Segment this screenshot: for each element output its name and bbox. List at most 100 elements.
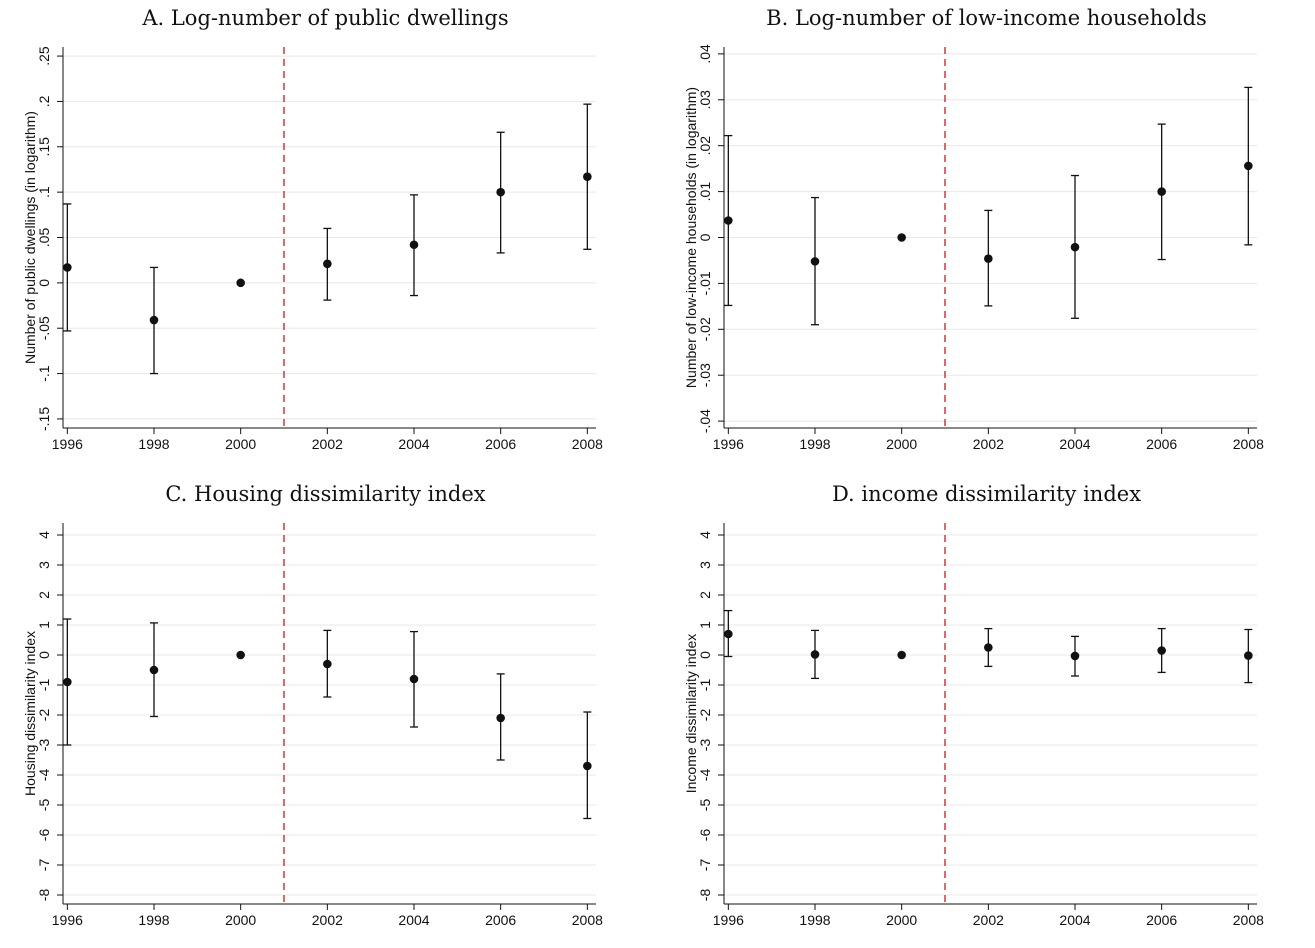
chart-title: C. Housing dissimilarity index <box>165 482 485 506</box>
y-tick-label: -1 <box>36 679 52 692</box>
y-tick-label: 1 <box>697 621 713 629</box>
y-tick-label: 0 <box>697 651 713 659</box>
x-tick-label: 2004 <box>1059 912 1090 928</box>
y-tick-label: -.05 <box>36 316 52 340</box>
chart-title: A. Log-number of public dwellings <box>141 6 508 30</box>
data-point <box>149 315 159 325</box>
data-point <box>984 643 993 652</box>
y-tick-label: 0 <box>697 233 713 241</box>
data-point <box>897 233 906 242</box>
y-tick-label: -2 <box>697 709 713 722</box>
data-point <box>409 240 419 250</box>
data-point <box>1070 651 1080 661</box>
y-tick-label: -5 <box>697 799 713 812</box>
y-tick-label: -.02 <box>697 317 713 341</box>
y-tick-label: 3 <box>36 561 52 569</box>
y-tick-label: 3 <box>697 561 713 569</box>
y-tick-label: -5 <box>36 799 52 812</box>
data-point <box>236 650 245 660</box>
data-point <box>1244 161 1253 171</box>
x-tick-label: 2006 <box>1146 912 1177 928</box>
x-tick-label: 2008 <box>572 912 603 928</box>
data-point <box>323 259 332 269</box>
x-tick-label: 2002 <box>973 436 1004 452</box>
x-tick-label: 2000 <box>886 912 917 928</box>
data-point <box>496 187 505 197</box>
y-tick-label: 1 <box>36 621 52 629</box>
y-tick-label: 4 <box>697 531 713 539</box>
y-tick-label: .15 <box>36 137 52 157</box>
x-tick-label: 2000 <box>225 436 256 452</box>
x-tick-label: 2002 <box>973 912 1004 928</box>
x-tick-label: 1996 <box>713 912 744 928</box>
y-tick-label: .01 <box>697 182 713 202</box>
chart-svg-a: A. Log-number of public dwellings .25 .2 .1… <box>22 6 603 452</box>
data-point <box>1157 187 1166 196</box>
x-tick-label: 2004 <box>398 912 429 928</box>
y-tick-label: -6 <box>36 829 52 842</box>
y-tick-label: 2 <box>697 591 713 599</box>
data-point <box>810 257 820 266</box>
y-tick-label: -.01 <box>697 271 713 295</box>
x-tick-label: 1998 <box>799 436 830 452</box>
chart-panel-c: C. Housing dissimilarity index 4 3 2 1 0 -1 -2 -… <box>0 476 654 948</box>
y-axis-label: Number of public dwellings (in logarithm… <box>22 111 38 364</box>
x-tick-label: 2008 <box>572 436 603 452</box>
data-point <box>1244 651 1253 660</box>
chart-svg-b: B. Log-number of low-income households .0… <box>683 6 1264 452</box>
y-tick-label: .1 <box>36 186 52 198</box>
data-point <box>583 761 592 771</box>
x-tick-label: 1996 <box>52 436 83 452</box>
data-point <box>810 650 820 659</box>
data-point <box>897 650 906 660</box>
y-tick-label: -6 <box>697 829 713 842</box>
chart-title: D. income dissimilarity index <box>832 482 1141 506</box>
data-point <box>323 659 332 669</box>
data-point <box>583 172 592 182</box>
data-point <box>496 713 505 723</box>
chart-svg-d: D. income dissimilarity index 4 3 2 1 0 -1 -2 -3… <box>683 482 1264 928</box>
y-tick-label: -7 <box>36 859 52 872</box>
data-point <box>236 278 245 288</box>
x-tick-label: 1998 <box>138 436 169 452</box>
data-point <box>409 674 419 684</box>
x-tick-label: 2008 <box>1233 912 1264 928</box>
x-tick-label: 2006 <box>485 912 516 928</box>
x-tick-label: 2000 <box>225 912 256 928</box>
y-tick-label: -3 <box>697 739 713 752</box>
y-tick-label: 0 <box>36 279 52 287</box>
y-tick-label: -3 <box>36 739 52 752</box>
data-point <box>63 677 72 687</box>
data-point <box>984 254 993 263</box>
y-tick-label: 0 <box>36 651 52 659</box>
y-tick-label: .25 <box>36 46 52 66</box>
y-tick-label: -2 <box>36 709 52 722</box>
chart-svg-c: C. Housing dissimilarity index 4 3 2 1 0 -1 -2 -… <box>22 482 603 928</box>
data-point <box>724 629 733 639</box>
x-tick-label: 2008 <box>1233 436 1264 452</box>
data-point <box>1070 242 1080 252</box>
y-tick-label: -.1 <box>36 365 52 382</box>
y-tick-label: .04 <box>697 44 713 64</box>
y-tick-label: -.03 <box>697 363 713 387</box>
chart-panel-b: B. Log-number of low-income households .0… <box>661 0 1315 472</box>
y-tick-label: -4 <box>697 769 713 782</box>
y-axis-label: Income dissimilarity index <box>683 634 699 794</box>
x-tick-label: 1998 <box>138 912 169 928</box>
y-tick-label: -.15 <box>36 407 52 431</box>
x-tick-label: 1996 <box>713 436 744 452</box>
y-tick-label: -8 <box>36 889 52 902</box>
x-tick-label: 1998 <box>799 912 830 928</box>
y-tick-label: .03 <box>697 90 713 110</box>
x-tick-label: 2006 <box>1146 436 1177 452</box>
y-tick-label: -1 <box>697 679 713 692</box>
x-tick-label: 2004 <box>1059 436 1090 452</box>
y-tick-label: .05 <box>36 228 52 248</box>
data-point <box>1157 646 1166 655</box>
data-point <box>724 216 733 225</box>
x-tick-label: 2002 <box>312 912 343 928</box>
x-tick-label: 2006 <box>485 436 516 452</box>
chart-panel-a: A. Log-number of public dwellings .25 .2 .1… <box>0 0 654 472</box>
y-axis-label: Housing dissimilarity index <box>22 631 38 796</box>
x-tick-label: 2002 <box>312 436 343 452</box>
